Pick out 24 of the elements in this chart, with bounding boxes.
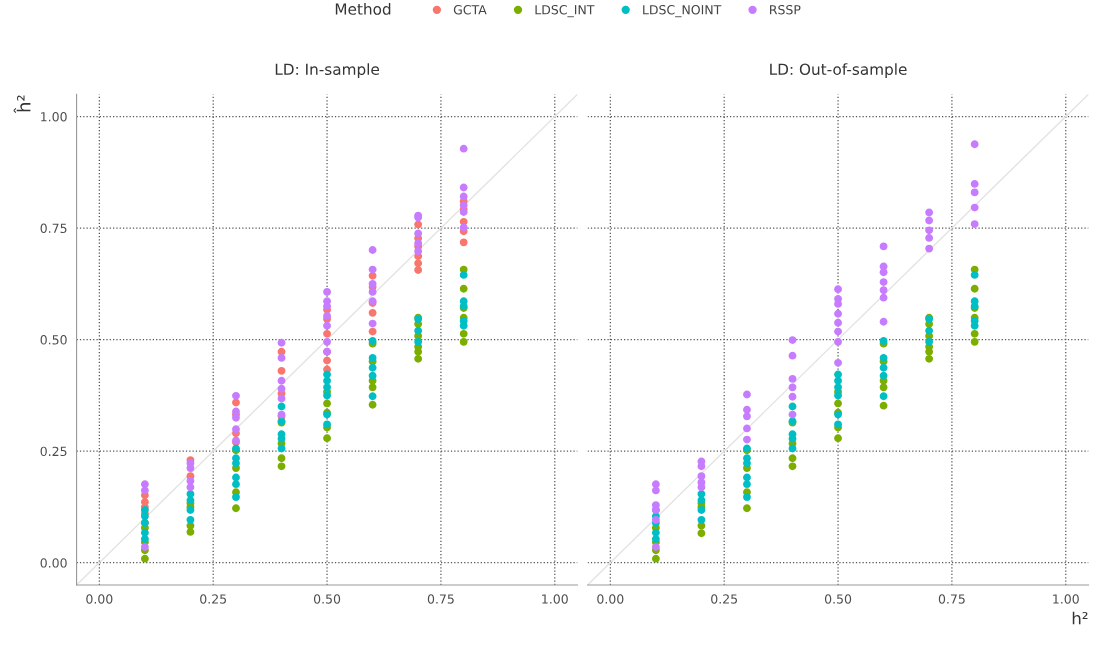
chart-title: LD: In-sample [275,63,380,78]
chart-title: LD: Out-of-sample [770,63,907,78]
y-tick-label: 0.50 [40,335,67,345]
x-tick-label: 0.50 [313,594,341,604]
x-tick-label: 0.50 [824,594,852,604]
x-tick-label: 0.00 [597,594,624,604]
legend-label: RSSP [770,4,801,15]
y-tick-label: 1.00 [41,112,67,122]
y-axis-title: ĥ² [13,95,31,114]
y-tick-label: 0.00 [40,558,67,568]
x-tick-label: 0.75 [427,594,454,604]
legend-label: GCTA [453,4,487,15]
x-tick-label: 0.75 [938,594,965,604]
legend-title: Method [335,3,391,15]
x-tick-label: 0.25 [711,594,738,604]
x-tick-label: 0.00 [86,594,113,604]
x-axis-title: h² [1072,611,1088,625]
x-tick-label: 0.25 [200,594,227,604]
y-tick-label: 0.25 [40,446,67,457]
x-tick-label: 1.00 [542,594,568,604]
x-tick-label: 1.00 [1053,594,1079,604]
y-tick-label: 0.75 [40,223,67,234]
legend-label: LDSC_NOINT [643,4,722,18]
legend-label: LDSC_INT [535,4,595,18]
